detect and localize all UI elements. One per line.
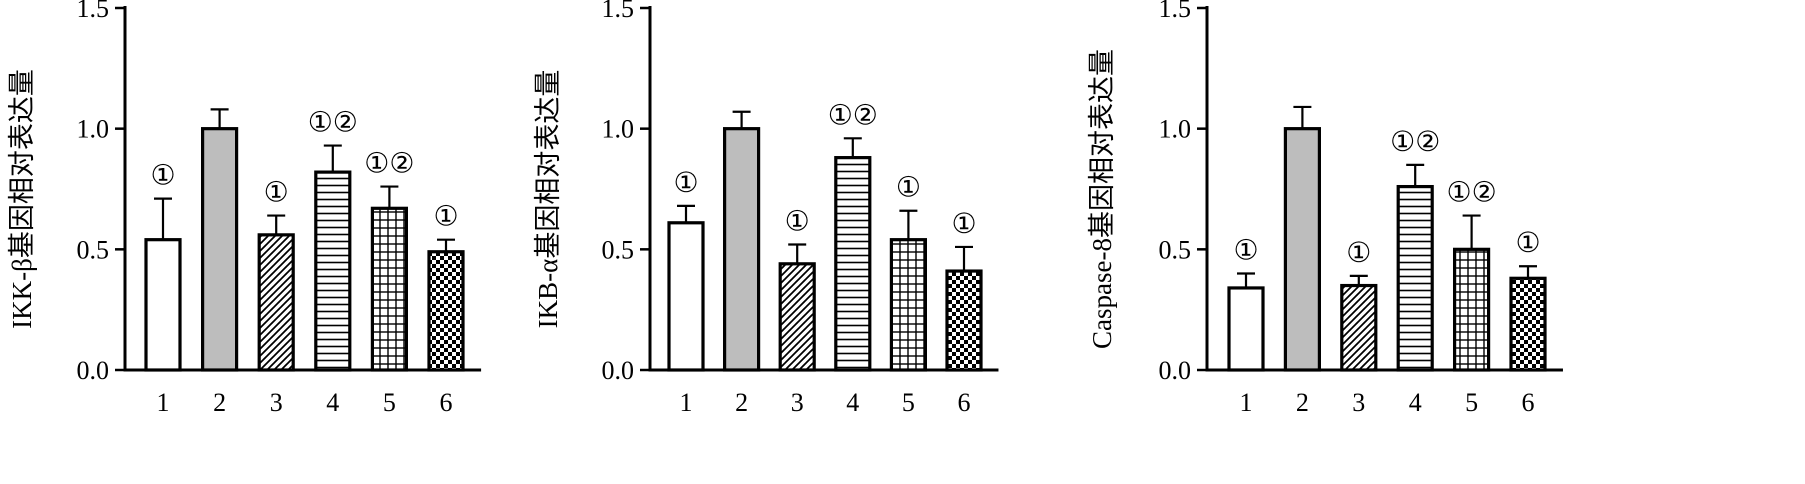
x-tick-label: 4 — [846, 388, 859, 417]
bar-3 — [778, 262, 816, 372]
bar-1 — [667, 221, 705, 372]
significance-label: ① — [150, 161, 175, 192]
x-tick-label: 6 — [958, 388, 971, 417]
y-tick-label: 1.0 — [77, 115, 110, 144]
x-tick-label: 2 — [213, 388, 226, 417]
x-tick-label: 3 — [791, 388, 804, 417]
bar-3 — [257, 233, 295, 372]
significance-label: ① — [1515, 228, 1540, 259]
chart-panel-ikk-beta: 0.0 0.5 1.0 1.5 IKK-β基因相对表达量 ① 1 2 ① 3 ①② 4 ①② 5 ① 6 — [7, 0, 482, 417]
x-tick-label: 3 — [270, 388, 283, 417]
y-tick-label: 0.5 — [1159, 235, 1192, 264]
bar-2 — [722, 127, 761, 372]
significance-label: ①② — [1390, 127, 1440, 158]
significance-label: ① — [264, 178, 289, 209]
x-tick-label: 3 — [1352, 388, 1365, 417]
bar-6 — [427, 250, 465, 372]
y-tick-label: 1.5 — [77, 0, 110, 23]
x-tick-label: 5 — [1465, 388, 1478, 417]
bar-5 — [889, 238, 928, 372]
x-tick-label: 1 — [680, 388, 693, 417]
y-tick-label: 1.0 — [1159, 115, 1192, 144]
y-axis-label: IKB-α基因相对表达量 — [533, 70, 563, 329]
bar-1 — [144, 238, 182, 372]
bar-6 — [1509, 276, 1547, 372]
significance-label: ① — [785, 207, 810, 238]
y-tick-label: 1.0 — [602, 115, 635, 144]
chart-panel-caspase-8: 0.0 0.5 1.0 1.5 Caspase-8基因相对表达量 ① 1 2 ① 3 ①② 4 ①② 5 ①… — [1087, 0, 1563, 417]
y-axis-label: Caspase-8基因相对表达量 — [1087, 49, 1117, 349]
x-tick-label: 5 — [902, 388, 915, 417]
y-tick-label: 0.0 — [602, 356, 635, 385]
y-tick-label: 0.0 — [1159, 356, 1192, 385]
bar-4 — [1396, 184, 1434, 372]
chart-panel-ikb-alpha: 0.0 0.5 1.0 1.5 IKB-α基因相对表达量 ① 1 2 ① 3 ①② 4 ① 5 ① 6 — [533, 0, 999, 417]
significance-label: ① — [1346, 238, 1371, 269]
significance-label: ① — [951, 209, 976, 240]
significance-label: ① — [673, 168, 698, 199]
x-tick-label: 4 — [326, 388, 339, 417]
significance-label: ①② — [828, 100, 878, 131]
bar-4 — [314, 170, 352, 372]
y-tick-label: 1.5 — [1159, 0, 1192, 23]
bar-2 — [1283, 127, 1322, 372]
bar-4 — [834, 156, 872, 372]
significance-label: ①② — [364, 149, 414, 180]
bar-1 — [1227, 286, 1265, 372]
bar-3 — [1340, 283, 1378, 372]
x-tick-label: 5 — [383, 388, 396, 417]
bar-5 — [1452, 247, 1491, 372]
bar-5 — [370, 206, 408, 372]
y-tick-label: 0.0 — [77, 356, 110, 385]
bar-2 — [201, 127, 239, 372]
bar-6 — [945, 269, 983, 372]
y-tick-label: 0.5 — [77, 235, 110, 264]
x-tick-label: 1 — [157, 388, 170, 417]
significance-label: ①② — [308, 108, 358, 139]
x-tick-label: 6 — [440, 388, 453, 417]
x-tick-label: 6 — [1522, 388, 1535, 417]
significance-label: ① — [1233, 235, 1258, 266]
y-axis-label: IKK-β基因相对表达量 — [7, 69, 37, 329]
y-tick-label: 0.5 — [602, 235, 635, 264]
x-tick-label: 2 — [735, 388, 748, 417]
x-tick-label: 4 — [1409, 388, 1422, 417]
significance-label: ① — [433, 202, 458, 233]
significance-label: ①② — [1446, 178, 1496, 209]
x-tick-label: 1 — [1240, 388, 1253, 417]
y-tick-label: 1.5 — [602, 0, 635, 23]
x-tick-label: 2 — [1296, 388, 1309, 417]
significance-label: ① — [896, 173, 921, 204]
